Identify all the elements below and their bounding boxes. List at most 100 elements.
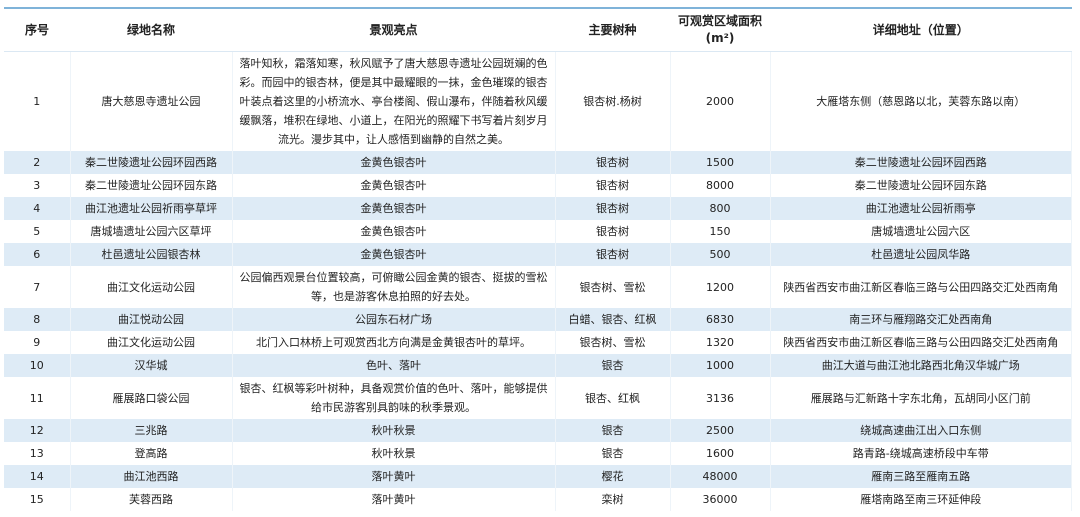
header-trees: 主要树种: [555, 8, 670, 52]
cell-area: 3136: [670, 377, 771, 419]
table-row: 13 登高路 秋叶秋景 银杏 1600 路青路-绕城高速桥段中车带: [4, 442, 1072, 465]
cell-highlight: 金黄色银杏叶: [232, 243, 556, 266]
table-header-row: 序号 绿地名称 景观亮点 主要树种 可观赏区域面积 (m²) 详细地址（位置）: [4, 8, 1072, 52]
cell-trees: 樱花: [555, 465, 671, 488]
cell-name: 曲江文化运动公园: [70, 331, 233, 354]
table-row: 11 雁展路口袋公园 银杏、红枫等彩叶树种，具备观赏价值的色叶、落叶，能够提供给市民…: [4, 377, 1072, 419]
cell-no: 13: [4, 442, 71, 465]
cell-name: 曲江池遗址公园祈雨亭草坪: [70, 197, 233, 220]
cell-no: 7: [4, 266, 71, 308]
cell-area: 150: [670, 220, 771, 243]
table-row: 4 曲江池遗址公园祈雨亭草坪 金黄色银杏叶 银杏树 800 曲江池遗址公园祈雨亭: [4, 197, 1072, 220]
table-row: 6 杜邑遗址公园银杏林 金黄色银杏叶 银杏树 500 杜邑遗址公园凤华路: [4, 243, 1072, 266]
table-row: 9 曲江文化运动公园 北门入口林桥上可观赏西北方向满是金黄银杏叶的草坪。 银杏树、雪松…: [4, 331, 1072, 354]
cell-name: 唐城墙遗址公园六区草坪: [70, 220, 233, 243]
cell-name: 唐大慈恩寺遗址公园: [70, 51, 233, 151]
cell-no: 8: [4, 308, 71, 331]
cell-address: 陕西省西安市曲江新区春临三路与公田四路交汇处西南角: [770, 331, 1072, 354]
cell-address: 雁南三路至雁南五路: [770, 465, 1072, 488]
header-address: 详细地址（位置）: [770, 8, 1072, 52]
cell-highlight: 银杏、红枫等彩叶树种，具备观赏价值的色叶、落叶，能够提供给市民游客别具韵味的秋季…: [232, 377, 556, 419]
cell-area: 800: [670, 197, 771, 220]
cell-highlight: 金黄色银杏叶: [232, 174, 556, 197]
cell-no: 10: [4, 354, 71, 377]
cell-trees: 银杏树.杨树: [555, 51, 671, 151]
cell-area: 1600: [670, 442, 771, 465]
cell-name: 曲江悦动公园: [70, 308, 233, 331]
cell-address: 大雁塔东侧（慈恩路以北，芙蓉东路以南）: [770, 51, 1072, 151]
table-row: 14 曲江池西路 落叶黄叶 樱花 48000 雁南三路至雁南五路: [4, 465, 1072, 488]
cell-address: 杜邑遗址公园凤华路: [770, 243, 1072, 266]
cell-trees: 银杏树、雪松: [555, 266, 671, 308]
cell-address: 秦二世陵遗址公园环园西路: [770, 151, 1072, 174]
table-row: 10 汉华城 色叶、落叶 银杏 1000 曲江大道与曲江池北路西北角汉华城广场: [4, 354, 1072, 377]
cell-address: 南三环与雁翔路交汇处西南角: [770, 308, 1072, 331]
cell-area: 8000: [670, 174, 771, 197]
cell-name: 曲江池西路: [70, 465, 233, 488]
cell-trees: 银杏、红枫: [555, 377, 671, 419]
cell-no: 2: [4, 151, 71, 174]
header-name: 绿地名称: [70, 8, 232, 52]
cell-highlight: 公园偏西观景台位置较高，可俯瞰公园金黄的银杏、挺拔的雪松等，也是游客休息拍照的好…: [232, 266, 556, 308]
cell-address: 唐城墙遗址公园六区: [770, 220, 1072, 243]
cell-no: 1: [4, 51, 71, 151]
cell-no: 4: [4, 197, 71, 220]
cell-area: 500: [670, 243, 771, 266]
table-row: 5 唐城墙遗址公园六区草坪 金黄色银杏叶 银杏树 150 唐城墙遗址公园六区: [4, 220, 1072, 243]
cell-highlight: 落叶黄叶: [232, 465, 556, 488]
cell-trees: 银杏树: [555, 174, 671, 197]
table-row: 7 曲江文化运动公园 公园偏西观景台位置较高，可俯瞰公园金黄的银杏、挺拔的雪松等，也…: [4, 266, 1072, 308]
header-area: 可观赏区域面积 (m²): [670, 8, 770, 52]
cell-area: 2000: [670, 51, 771, 151]
cell-trees: 栾树: [555, 488, 671, 511]
header-area-unit: (m²): [705, 31, 735, 45]
cell-area: 1320: [670, 331, 771, 354]
cell-no: 12: [4, 419, 71, 442]
header-area-label: 可观赏区域面积: [677, 14, 762, 28]
cell-trees: 银杏树: [555, 151, 671, 174]
cell-name: 雁展路口袋公园: [70, 377, 233, 419]
cell-address: 路青路-绕城高速桥段中车带: [770, 442, 1072, 465]
table-row: 12 三兆路 秋叶秋景 银杏 2500 绕城高速曲江出入口东侧: [4, 419, 1072, 442]
cell-trees: 银杏: [555, 442, 671, 465]
cell-no: 14: [4, 465, 71, 488]
cell-highlight: 金黄色银杏叶: [232, 151, 556, 174]
cell-trees: 银杏树: [555, 243, 671, 266]
header-no: 序号: [4, 8, 70, 52]
cell-address: 雁展路与汇新路十字东北角，瓦胡同小区门前: [770, 377, 1072, 419]
cell-area: 1000: [670, 354, 771, 377]
cell-name: 汉华城: [70, 354, 233, 377]
table-row: 1 唐大慈恩寺遗址公园 落叶知秋，霜落知寒，秋风赋予了唐大慈恩寺遗址公园斑斓的色彩。…: [4, 51, 1072, 151]
table-row: 8 曲江悦动公园 公园东石材广场 白蜡、银杏、红枫 6830 南三环与雁翔路交汇处西南角: [4, 308, 1072, 331]
cell-name: 秦二世陵遗址公园环园西路: [70, 151, 233, 174]
cell-name: 三兆路: [70, 419, 233, 442]
cell-address: 曲江池遗址公园祈雨亭: [770, 197, 1072, 220]
cell-trees: 银杏树: [555, 197, 671, 220]
cell-name: 登高路: [70, 442, 233, 465]
cell-highlight: 色叶、落叶: [232, 354, 556, 377]
table-row: 3 秦二世陵遗址公园环园东路 金黄色银杏叶 银杏树 8000 秦二世陵遗址公园环园东路: [4, 174, 1072, 197]
cell-name: 曲江文化运动公园: [70, 266, 233, 308]
cell-highlight: 公园东石材广场: [232, 308, 556, 331]
cell-address: 陕西省西安市曲江新区春临三路与公田四路交汇处西南角: [770, 266, 1072, 308]
cell-highlight: 落叶黄叶: [232, 488, 556, 511]
cell-area: 6830: [670, 308, 771, 331]
cell-no: 15: [4, 488, 71, 511]
cell-area: 2500: [670, 419, 771, 442]
cell-area: 36000: [670, 488, 771, 511]
cell-trees: 银杏树、雪松: [555, 331, 671, 354]
cell-area: 1200: [670, 266, 771, 308]
table-row: 2 秦二世陵遗址公园环园西路 金黄色银杏叶 银杏树 1500 秦二世陵遗址公园环园西路: [4, 151, 1072, 174]
cell-highlight: 金黄色银杏叶: [232, 220, 556, 243]
cell-name: 杜邑遗址公园银杏林: [70, 243, 233, 266]
cell-highlight: 秋叶秋景: [232, 419, 556, 442]
table-row: 15 芙蓉西路 落叶黄叶 栾树 36000 雁塔南路至南三环延伸段: [4, 488, 1072, 511]
cell-trees: 白蜡、银杏、红枫: [555, 308, 671, 331]
cell-no: 3: [4, 174, 71, 197]
cell-area: 48000: [670, 465, 771, 488]
cell-trees: 银杏: [555, 354, 671, 377]
cell-no: 6: [4, 243, 71, 266]
cell-address: 秦二世陵遗址公园环园东路: [770, 174, 1072, 197]
cell-address: 雁塔南路至南三环延伸段: [770, 488, 1072, 511]
cell-area: 1500: [670, 151, 771, 174]
